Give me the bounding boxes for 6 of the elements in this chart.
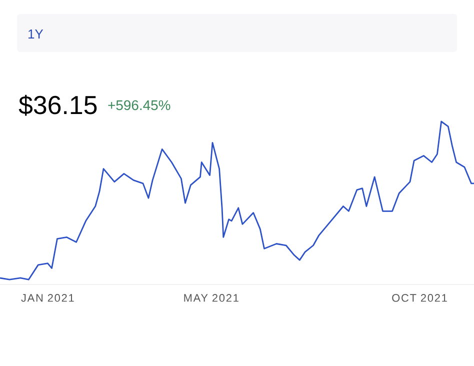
chart-title: $36.15 (18, 94, 97, 116)
x-tick-label: OCT 2021 (392, 294, 447, 302)
text: 1Y (28, 30, 44, 38)
chart-subtitle: +596.45% (108, 100, 170, 110)
x-tick-label: MAY 2021 (184, 294, 238, 302)
x-tick-label: JAN 2021 (21, 294, 74, 302)
